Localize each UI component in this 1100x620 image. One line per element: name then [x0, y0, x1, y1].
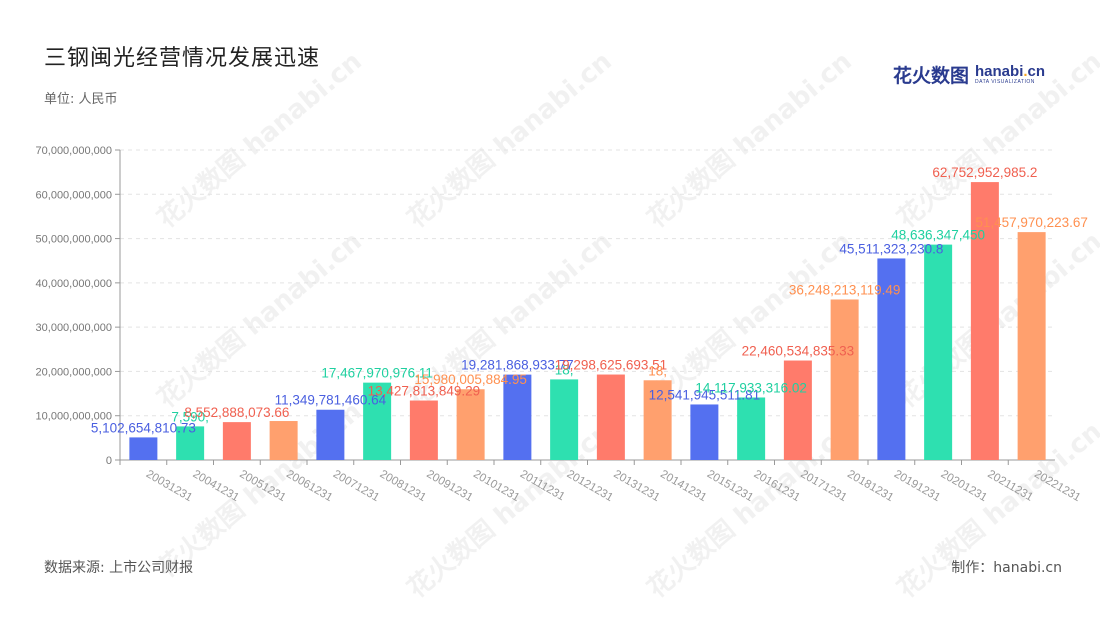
data-label: 12,541,945,511.81: [649, 387, 761, 402]
x-tick-label: 20161231: [752, 468, 802, 504]
brand-en-dot: .: [1023, 62, 1028, 80]
bar: [1017, 232, 1046, 460]
x-tick-label: 20171231: [798, 468, 848, 504]
brand-tagline: DATA VISUALIZATION: [975, 78, 1035, 85]
chart-title: 三钢闽光经营情况发展迅速: [44, 46, 321, 71]
data-label: 11,349,781,460.64: [275, 393, 387, 408]
y-tick-label: 60,000,000,000: [36, 189, 112, 201]
data-label: 8,552,888,073.66: [184, 405, 289, 420]
brand-name-en: hanabi.cn: [975, 64, 1045, 79]
data-label: 19,281,868,933.77: [461, 358, 574, 373]
x-tick-label: 20151231: [705, 468, 755, 504]
bar: [269, 421, 298, 460]
data-label: 18,: [555, 362, 574, 377]
data-label: 45,511,323,230.8: [839, 241, 943, 256]
x-tick-label: 20041231: [191, 468, 241, 504]
y-tick-label: 10,000,000,000: [36, 411, 112, 423]
x-tick-label: 20111231: [518, 468, 567, 503]
brand-en-word: hanabi: [975, 62, 1024, 80]
y-tick-label: 30,000,000,000: [36, 322, 112, 334]
x-tick-label: 20191231: [892, 468, 942, 504]
data-label: 22,460,534,835.33: [742, 344, 855, 359]
y-tick-label: 70,000,000,000: [36, 145, 112, 157]
bar: [456, 389, 485, 460]
data-label: 15,980,005,884.95: [414, 372, 527, 387]
x-tick-label: 20091231: [424, 468, 474, 504]
bar: [877, 258, 906, 460]
data-label: 19,298,625,693.51: [555, 358, 668, 373]
bar: [737, 397, 766, 460]
brand-name-cn: 花火数图: [893, 64, 970, 87]
y-tick-label: 50,000,000,000: [36, 234, 112, 246]
bar: [409, 400, 438, 460]
x-tick-label: 20141231: [658, 468, 708, 504]
data-label: 14,117,933,316.02: [695, 380, 807, 395]
x-tick-label: 20031231: [144, 468, 194, 504]
bar: [970, 182, 999, 461]
bar: [830, 299, 859, 460]
data-label: 36,248,213,119.49: [789, 282, 901, 297]
y-tick-label: 0: [106, 455, 112, 467]
data-label: 62,752,952,985.2: [932, 165, 1037, 180]
x-tick-label: 20211231: [985, 468, 1035, 504]
bar: [316, 409, 345, 460]
bar: [363, 382, 392, 460]
x-tick-label: 20131231: [611, 468, 661, 504]
bar: [550, 379, 579, 460]
y-tick-label: 40,000,000,000: [36, 278, 112, 290]
data-label: 5,102,654,810.73: [91, 420, 196, 435]
data-source: 数据来源: 上市公司财报: [44, 560, 194, 576]
brand-en-tld: cn: [1027, 62, 1046, 80]
x-tick-label: 20201231: [939, 468, 989, 504]
data-label: 17,467,970,976.11: [321, 366, 433, 381]
x-tick-label: 20101231: [471, 468, 521, 504]
data-label: 7,590,: [171, 409, 209, 424]
credit-link[interactable]: 制作：hanabi.cn: [951, 560, 1062, 576]
unit-label: 单位: 人民币: [44, 92, 118, 107]
bar: [643, 380, 672, 460]
y-tick-label: 20,000,000,000: [36, 366, 112, 378]
bar: [596, 374, 625, 460]
brand-logo[interactable]: 花火数图 hanabi.cn DATA VISUALIZATION: [893, 60, 1045, 88]
bar: [690, 404, 719, 460]
bar: [129, 437, 158, 460]
data-label: 51,457,970,223.67: [975, 215, 1088, 230]
x-tick-label: 20051231: [237, 468, 287, 504]
data-label: 48,636,347,450: [891, 228, 985, 243]
x-tick-label: 20121231: [565, 468, 615, 504]
brand-en-block: hanabi.cn DATA VISUALIZATION: [975, 64, 1045, 85]
data-label: 18,: [648, 363, 667, 378]
bar: [503, 374, 532, 460]
x-tick-label: 20181231: [845, 468, 895, 504]
bar: [222, 422, 251, 460]
bar: [176, 426, 205, 460]
x-tick-label: 20081231: [378, 468, 428, 504]
x-tick-label: 20071231: [331, 468, 381, 504]
x-tick-label: 20061231: [284, 468, 334, 504]
x-tick-label: 20221231: [1032, 468, 1082, 504]
bar: [924, 244, 953, 460]
bar: [783, 360, 812, 460]
data-label: 13,427,813,849.29: [368, 384, 481, 399]
